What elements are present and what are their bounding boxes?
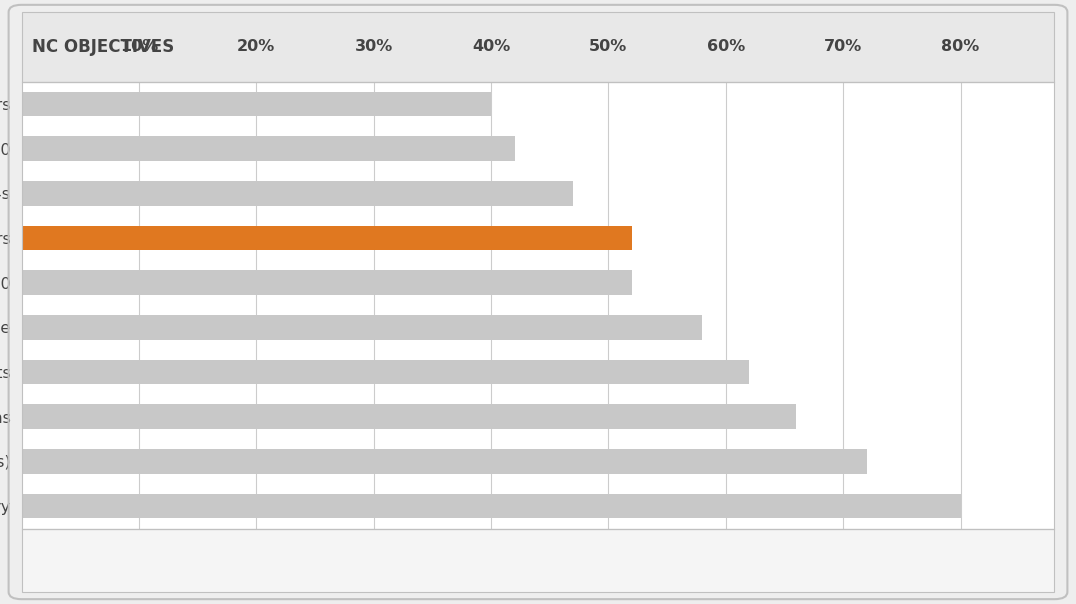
- Text: 80%: 80%: [942, 39, 980, 54]
- Bar: [22, 181, 574, 205]
- Bar: [22, 226, 632, 250]
- Text: 60%: 60%: [707, 39, 745, 54]
- Text: 50%: 50%: [590, 39, 627, 54]
- Text: 70%: 70%: [824, 39, 862, 54]
- Text: 20%: 20%: [237, 39, 275, 54]
- Text: 30%: 30%: [354, 39, 393, 54]
- Text: 10%: 10%: [119, 39, 158, 54]
- Bar: [22, 494, 961, 518]
- Bar: [22, 449, 866, 474]
- Bar: [22, 92, 491, 116]
- Bar: [22, 271, 632, 295]
- Text: 40%: 40%: [472, 39, 510, 54]
- Bar: [22, 315, 703, 339]
- Bar: [22, 360, 749, 384]
- Bar: [22, 137, 514, 161]
- Bar: [22, 405, 796, 429]
- Text: NC OBJECTIVES: NC OBJECTIVES: [32, 38, 174, 56]
